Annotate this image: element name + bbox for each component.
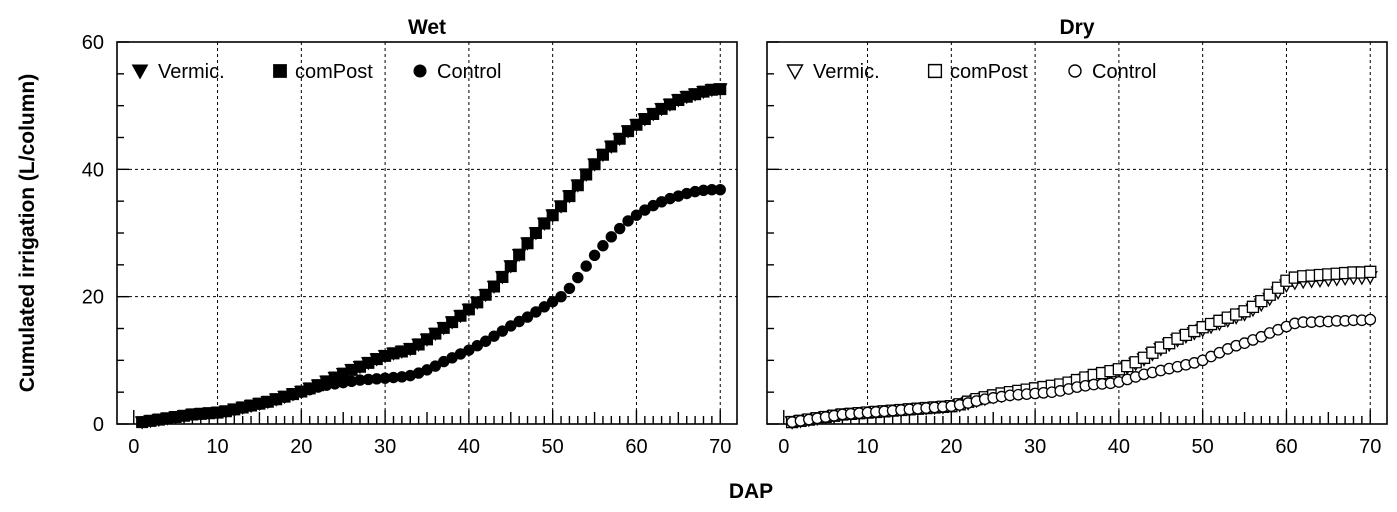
data-point-compost-wet [555,200,568,213]
x-tick-label-0-wet: 0 [128,436,139,458]
x-tick-label-20-dry: 20 [940,436,962,458]
data-point-compost-wet [488,280,501,293]
data-point-compost-wet [546,209,559,222]
data-point-compost-wet [714,83,727,96]
legend-marker-vermic-dry [786,64,804,80]
x-tick-label-0-dry: 0 [778,436,789,458]
x-tick-label-70-dry: 70 [1359,436,1381,458]
data-point-compost-wet [504,260,517,273]
x-tick-label-30-dry: 30 [1024,436,1046,458]
data-point-control-wet [530,306,542,318]
series-control-wet [136,184,726,428]
series-compost-wet [136,83,727,429]
y-axis-title: Cumulated irrigation (L/column) [16,74,39,393]
legend-item-compost-wet: comPost [273,61,373,83]
panel-title-wet: Wet [408,16,446,39]
panel-wet: Wet Vermic. comPost Control 0 10 20 30 40 50 6… [82,16,738,458]
x-tick-label-30-wet: 30 [374,436,396,458]
data-point-compost-wet [529,226,542,240]
data-point-control-wet [546,296,559,308]
data-point-control-wet [479,335,492,347]
legend-wet: Vermic. comPost Control [131,61,501,83]
data-point-control-wet [597,240,609,252]
data-point-control-wet [538,301,550,313]
x-tick-label-50-dry: 50 [1192,436,1214,458]
data-point-control-wet [580,260,592,272]
data-point-control-wet [572,271,584,284]
data-point-compost-wet [513,248,526,261]
legend-item-vermic-wet: Vermic. [131,61,225,83]
data-point-compost-dry [1364,265,1377,279]
data-point-compost-wet [496,270,509,283]
legend-label-control-dry: Control [1092,61,1156,83]
series-vermic-wet [134,83,728,430]
data-point-compost-wet [563,190,576,203]
data-point-control-wet [488,330,500,342]
x-tick-label-70-wet: 70 [709,436,731,458]
legend-marker-compost-dry [927,63,943,79]
x-tick-label-60-dry: 60 [1275,436,1297,458]
data-point-control-wet [614,222,626,235]
series-vermic-dry [784,271,1378,430]
x-tick-label-60-wet: 60 [625,436,647,458]
legend-label-vermic-wet: Vermic. [158,61,225,83]
data-point-control-dry [1364,313,1377,326]
data-point-compost-wet [521,237,534,250]
legend-marker-control-dry [1068,64,1082,78]
legend-item-compost-dry: comPost [927,61,1028,83]
x-tick-label-40-dry: 40 [1108,436,1130,458]
y-tick-label-60: 60 [82,32,104,54]
legend-marker-control-wet [413,64,427,78]
data-point-control-wet [588,249,601,261]
plot-frame-wet [116,41,738,425]
data-point-control-wet [622,215,634,227]
panel-title-dry: Dry [1059,16,1094,39]
data-point-control-wet [496,325,509,337]
legend-marker-compost-wet [273,64,287,78]
data-point-control-wet [630,209,643,221]
legend-item-control-dry: Control [1068,61,1156,83]
legend-marker-vermic-wet [131,64,149,80]
y-tick-label-20: 20 [82,287,104,309]
legend-label-vermic-dry: Vermic. [813,61,880,83]
data-point-control-wet [563,282,576,295]
y-tick-label-0: 0 [93,414,104,436]
data-point-control-wet [555,291,567,303]
legend-label-compost-wet: comPost [295,61,373,83]
legend-label-compost-dry: comPost [950,61,1028,83]
data-point-compost-wet [571,179,584,192]
legend-item-control-wet: Control [413,61,501,83]
legend-item-vermic-dry: Vermic. [786,61,880,83]
plot-frame-dry [766,41,1388,425]
x-tick-label-10-dry: 10 [856,436,878,458]
x-axis-title: DAP [729,480,773,503]
data-point-control-wet [521,311,534,323]
series-control-dry [786,313,1377,428]
legend-dry: Vermic. comPost Control [786,61,1156,83]
x-tick-label-20-wet: 20 [290,436,312,458]
y-tick-label-40: 40 [82,159,104,181]
data-point-compost-wet [580,168,593,181]
data-point-control-wet [605,231,618,243]
x-tick-label-10-wet: 10 [206,436,228,458]
panel-dry: Dry Vermic. comPost Control 0 10 20 30 40 50 6… [766,16,1388,458]
data-point-control-wet [714,184,726,196]
x-tick-label-40-wet: 40 [458,436,480,458]
data-point-compost-wet [588,158,601,171]
x-tick-label-50-wet: 50 [542,436,564,458]
